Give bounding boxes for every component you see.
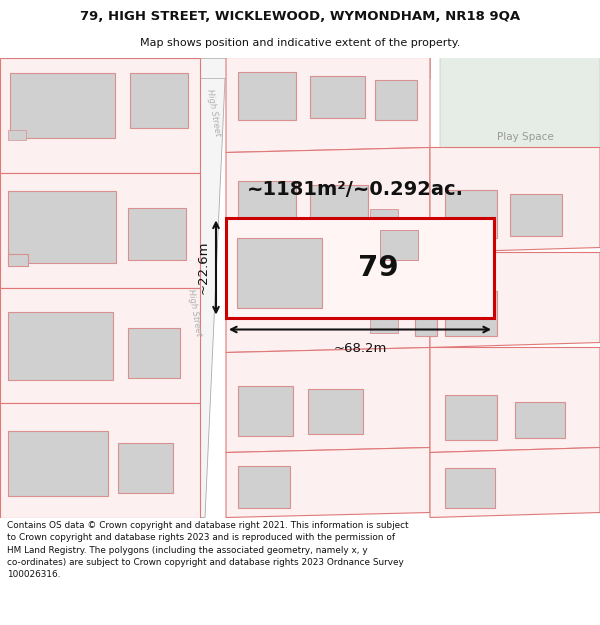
Polygon shape <box>0 58 200 172</box>
Polygon shape <box>0 288 200 402</box>
Polygon shape <box>226 58 430 152</box>
Bar <box>370 311 398 332</box>
Bar <box>510 194 562 236</box>
Bar <box>8 254 28 266</box>
Bar <box>226 217 494 318</box>
Bar <box>237 238 322 308</box>
Bar <box>128 328 180 378</box>
Polygon shape <box>0 173 200 288</box>
Polygon shape <box>0 402 200 518</box>
Text: ~22.6m: ~22.6m <box>197 241 210 294</box>
Bar <box>445 468 495 508</box>
Text: ~68.2m: ~68.2m <box>334 341 386 354</box>
Bar <box>128 208 186 259</box>
Bar <box>310 184 368 231</box>
Bar <box>375 79 417 119</box>
Polygon shape <box>226 253 430 352</box>
Bar <box>8 431 108 496</box>
Bar <box>370 209 398 232</box>
Polygon shape <box>430 253 600 348</box>
Polygon shape <box>226 448 430 518</box>
Text: High Street: High Street <box>187 288 203 337</box>
Bar <box>445 291 497 336</box>
Bar <box>310 76 365 118</box>
Polygon shape <box>226 348 430 452</box>
Bar <box>308 389 363 434</box>
Bar <box>130 72 188 127</box>
Text: 79, HIGH STREET, WICKLEWOOD, WYMONDHAM, NR18 9QA: 79, HIGH STREET, WICKLEWOOD, WYMONDHAM, … <box>80 9 520 22</box>
Polygon shape <box>180 58 226 518</box>
Bar <box>10 72 115 138</box>
Bar <box>445 189 497 238</box>
Bar <box>515 401 565 437</box>
Polygon shape <box>430 148 600 253</box>
Bar <box>238 386 293 436</box>
Polygon shape <box>226 148 430 258</box>
Text: Play Space: Play Space <box>497 132 553 142</box>
Text: ~1181m²/~0.292ac.: ~1181m²/~0.292ac. <box>247 180 464 199</box>
Bar <box>238 181 296 232</box>
Text: Map shows position and indicative extent of the property.: Map shows position and indicative extent… <box>140 38 460 48</box>
Bar <box>445 394 497 439</box>
Bar <box>238 466 290 508</box>
Bar <box>8 129 26 139</box>
Bar <box>238 71 296 119</box>
Bar <box>118 442 173 493</box>
Bar <box>415 318 437 336</box>
Polygon shape <box>430 348 600 452</box>
Polygon shape <box>440 58 600 222</box>
Text: 79: 79 <box>358 254 399 281</box>
Polygon shape <box>430 448 600 518</box>
Bar <box>380 229 418 259</box>
Bar <box>8 191 116 262</box>
Text: Contains OS data © Crown copyright and database right 2021. This information is : Contains OS data © Crown copyright and d… <box>7 521 409 579</box>
Bar <box>200 58 430 78</box>
Bar <box>8 311 113 379</box>
Text: High Street: High Street <box>205 88 223 137</box>
